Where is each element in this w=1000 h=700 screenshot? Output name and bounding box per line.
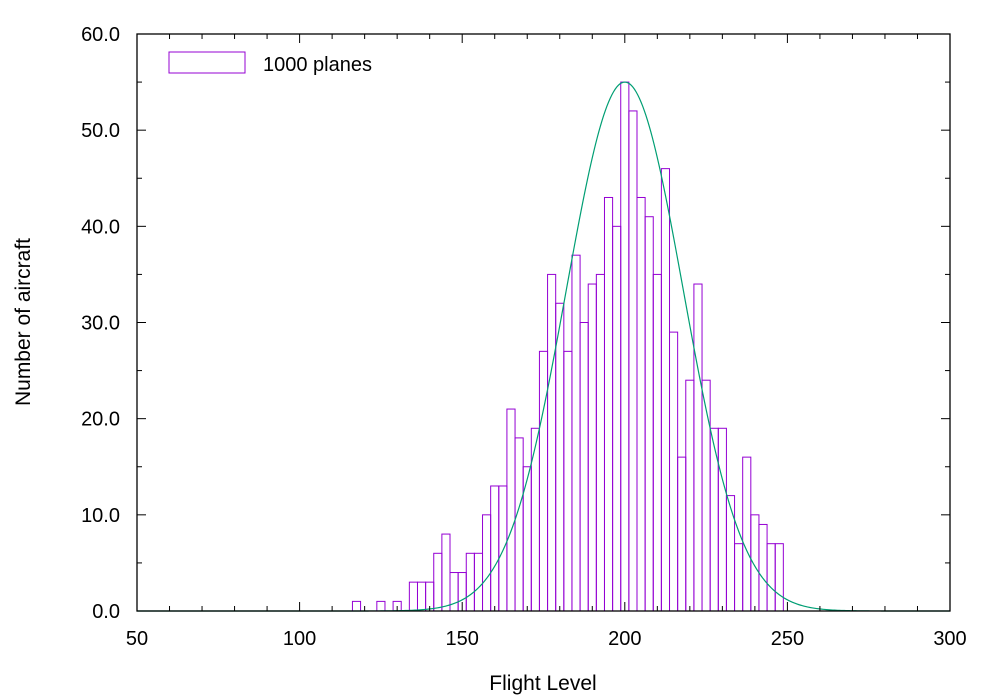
x-tick-labels: 50 100 150 200 250 300 — [126, 628, 967, 650]
y-tick-label: 10.0 — [81, 505, 120, 527]
histogram-bar — [547, 273, 557, 612]
histogram-bar — [612, 225, 622, 612]
x-tick-label: 200 — [608, 628, 641, 650]
histogram-bar — [685, 379, 695, 612]
histogram-bar — [742, 456, 752, 612]
gaussian-fit-curve — [137, 81, 950, 612]
histogram-bar — [636, 196, 646, 612]
histogram-bar — [774, 543, 784, 612]
x-tick-label: 150 — [446, 628, 479, 650]
histogram-bar — [563, 350, 573, 612]
histogram-bar — [449, 572, 459, 612]
x-tick-label: 100 — [283, 628, 316, 650]
histogram-bar — [514, 437, 524, 612]
histogram-bar — [530, 427, 540, 612]
histogram-bar — [766, 543, 776, 612]
histogram-bar — [693, 283, 703, 612]
histogram-bar — [571, 254, 581, 612]
histogram-bar — [677, 456, 687, 612]
histogram-bar — [416, 581, 427, 612]
x-tick-label: 250 — [771, 628, 804, 650]
axis-ticks — [136, 33, 951, 612]
histogram-bar — [603, 196, 614, 612]
histogram-bar — [701, 379, 711, 612]
y-tick-label: 60.0 — [81, 24, 120, 46]
histogram-bar — [473, 552, 484, 612]
histogram-bar — [620, 81, 630, 612]
histogram-bar — [351, 600, 362, 612]
y-tick-label: 50.0 — [81, 120, 120, 142]
histogram-bar — [717, 427, 727, 612]
histogram-bar — [376, 600, 386, 612]
histogram-bar — [433, 552, 443, 612]
histogram-bar — [408, 581, 418, 612]
histogram-bar — [750, 514, 760, 612]
histogram-bar — [669, 331, 679, 612]
histogram-bar — [506, 408, 516, 612]
legend-swatch — [168, 51, 246, 74]
x-tick-label: 50 — [126, 628, 148, 650]
histogram-bar — [758, 523, 768, 612]
histogram-bar — [490, 485, 500, 612]
histogram-bar — [595, 273, 605, 612]
histogram-bar — [628, 110, 638, 612]
y-tick-labels: 0.0 10.0 20.0 30.0 40.0 50.0 60.0 — [81, 24, 120, 623]
y-tick-label: 20.0 — [81, 409, 120, 431]
plot-frame — [136, 33, 951, 612]
histogram-bars — [351, 81, 784, 612]
histogram-bar — [660, 168, 671, 612]
legend-label: 1000 planes — [263, 54, 372, 76]
histogram-bar — [579, 322, 589, 612]
histogram-bar — [538, 350, 549, 612]
histogram-bar — [555, 302, 565, 612]
histogram-bar — [441, 533, 451, 612]
histogram-bar — [725, 495, 736, 612]
x-axis-title: Flight Level — [489, 672, 596, 695]
histogram-bar — [465, 552, 475, 612]
legend: 1000 planes — [168, 51, 372, 76]
x-tick-label: 300 — [933, 628, 966, 650]
y-axis-title: Number of aircraft — [12, 238, 35, 406]
histogram-bar — [587, 283, 597, 612]
histogram-bar — [644, 216, 654, 612]
histogram-bar — [498, 485, 508, 612]
histogram-bar — [652, 273, 662, 612]
histogram-bar — [734, 543, 744, 612]
y-tick-label: 0.0 — [92, 601, 120, 623]
y-tick-label: 30.0 — [81, 313, 120, 335]
histogram-bar — [709, 427, 719, 612]
histogram-bar — [482, 514, 492, 612]
y-tick-label: 40.0 — [81, 216, 120, 238]
